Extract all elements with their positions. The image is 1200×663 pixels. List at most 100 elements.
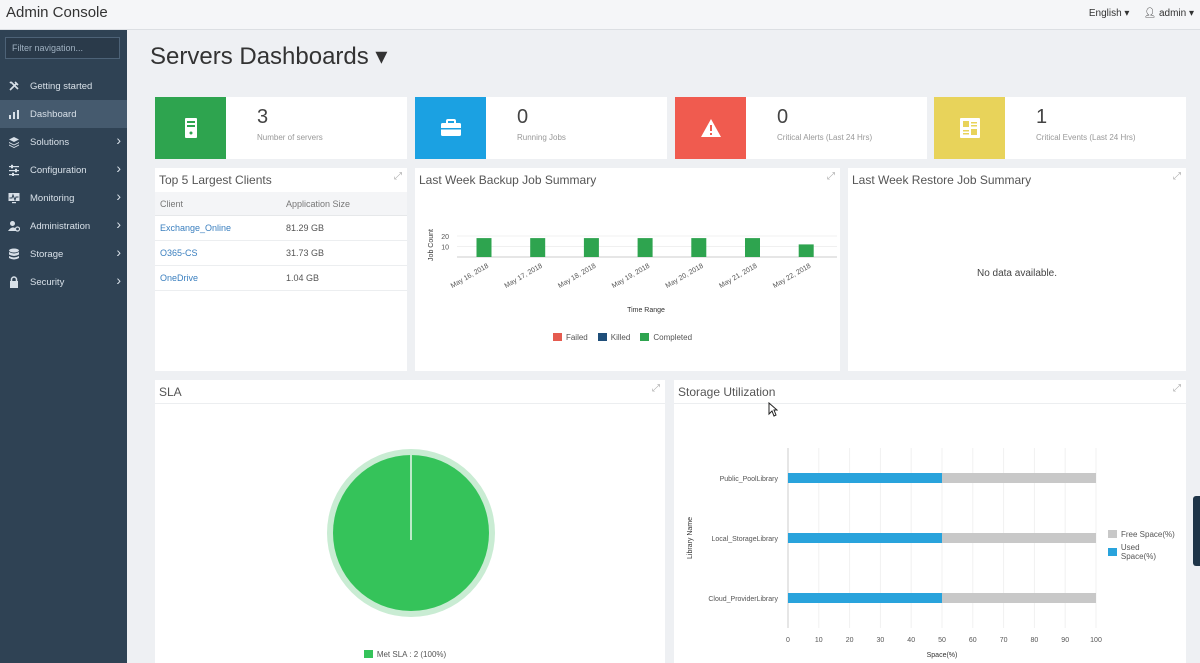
bar-completed[interactable] bbox=[476, 238, 492, 257]
backup-summary-title: Last Week Backup Job Summary bbox=[419, 173, 597, 187]
sidebar-item-label: Security bbox=[30, 276, 65, 288]
sidebar-item-label: Getting started bbox=[30, 80, 93, 92]
server-icon bbox=[155, 97, 226, 159]
chevron-right-icon: › bbox=[116, 216, 121, 232]
x-tick-label: 30 bbox=[877, 637, 885, 644]
no-data-message: No data available. bbox=[976, 268, 1058, 279]
legend-label: Failed bbox=[565, 332, 588, 342]
legend-item-killed[interactable]: Killed bbox=[597, 332, 631, 342]
bar-completed[interactable] bbox=[798, 244, 814, 257]
sidebar-item-label: Monitoring bbox=[30, 192, 75, 204]
x-tick-label: 50 bbox=[938, 637, 946, 644]
mouse-cursor-icon bbox=[768, 402, 778, 417]
sidebar-item-configuration[interactable]: Configuration › bbox=[0, 156, 127, 184]
x-tick-label: 90 bbox=[1061, 637, 1069, 644]
sidebar-item-security[interactable]: Security › bbox=[0, 268, 127, 296]
bar-free-space[interactable] bbox=[942, 533, 1096, 543]
language-selector[interactable]: English ▾ bbox=[1088, 8, 1130, 19]
x-axis-label: Space(%) bbox=[927, 652, 958, 659]
table-header: Client Application Size bbox=[155, 192, 407, 216]
legend-item-failed[interactable]: Failed bbox=[552, 332, 588, 342]
x-tick-label: 60 bbox=[969, 637, 977, 644]
y-tick-label: Cloud_ProviderLibrary bbox=[708, 596, 778, 603]
expand-icon[interactable]: ⤢ bbox=[394, 171, 402, 182]
chevron-right-icon: › bbox=[116, 272, 121, 288]
legend-swatch bbox=[1108, 548, 1117, 556]
servers-count: 3 bbox=[257, 106, 269, 128]
page-title[interactable]: Servers Dashboards ▾ bbox=[150, 43, 388, 70]
stat-card-running-jobs[interactable]: 0 Running Jobs bbox=[415, 97, 667, 159]
bar-used-space[interactable] bbox=[788, 473, 942, 483]
expand-icon[interactable]: ⤢ bbox=[1173, 171, 1181, 182]
expand-icon[interactable]: ⤢ bbox=[652, 383, 660, 394]
legend-item-met-sla[interactable]: Met SLA : 2 (100%) bbox=[363, 650, 446, 659]
y-tick-label: Local_StorageLibrary bbox=[711, 536, 778, 543]
sidebar-item-monitoring[interactable]: Monitoring › bbox=[0, 184, 127, 212]
column-header-size[interactable]: Application Size bbox=[286, 198, 351, 209]
bar-completed[interactable] bbox=[637, 238, 653, 257]
legend-label: Killed bbox=[610, 332, 631, 342]
sla-title: SLA bbox=[159, 385, 182, 399]
bar-used-space[interactable] bbox=[788, 533, 942, 543]
legend-swatch bbox=[597, 333, 607, 341]
stat-card-servers[interactable]: 3 Number of servers bbox=[155, 97, 407, 159]
bar-free-space[interactable] bbox=[942, 593, 1096, 603]
x-tick-label: May 21, 2018 bbox=[718, 263, 758, 290]
side-drawer-handle[interactable] bbox=[1193, 496, 1200, 566]
sla-pie-chart bbox=[327, 449, 495, 617]
restore-summary-panel: Last Week Restore Job Summary ⤢ No data … bbox=[848, 168, 1186, 371]
expand-icon[interactable]: ⤢ bbox=[1173, 383, 1181, 394]
x-tick-label: 20 bbox=[846, 637, 854, 644]
sidebar-item-solutions[interactable]: Solutions › bbox=[0, 128, 127, 156]
sidebar-item-administration[interactable]: Administration › bbox=[0, 212, 127, 240]
bar-completed[interactable] bbox=[745, 238, 760, 257]
client-size: 31.73 GB bbox=[286, 248, 325, 258]
client-link[interactable]: O365-CS bbox=[160, 248, 198, 258]
sidebar-item-storage[interactable]: Storage › bbox=[0, 240, 127, 268]
bar-completed[interactable] bbox=[691, 238, 707, 257]
critical-events-count: 1 bbox=[1036, 106, 1048, 128]
user-name: admin ▾ bbox=[1158, 8, 1194, 19]
x-tick-label: 70 bbox=[1000, 637, 1008, 644]
dashboard-icon bbox=[7, 107, 21, 121]
table-row: Exchange_Online 81.29 GB bbox=[155, 216, 407, 241]
top-right-menu: English ▾ 👤︎ admin ▾ bbox=[1089, 8, 1194, 19]
bar-completed[interactable] bbox=[530, 238, 546, 257]
legend-label: Completed bbox=[653, 332, 693, 342]
storage-legend: Free Space(%) Used Space(%) bbox=[1108, 525, 1186, 564]
backup-legend: Failed Killed Completed bbox=[415, 328, 840, 346]
x-tick-label: 0 bbox=[786, 637, 790, 644]
stat-card-critical-alerts[interactable]: 0 Critical Alerts (Last 24 Hrs) bbox=[675, 97, 927, 159]
legend-item-used-space[interactable]: Used Space(%) bbox=[1108, 543, 1176, 561]
client-link[interactable]: Exchange_Online bbox=[160, 223, 232, 233]
clients-table: Client Application Size Exchange_Online … bbox=[155, 192, 407, 291]
legend-item-completed[interactable]: Completed bbox=[640, 333, 692, 342]
sidebar-item-dashboard[interactable]: Dashboard bbox=[0, 100, 127, 128]
backup-summary-panel: Last Week Backup Job Summary ⤢ 10 20 Job C… bbox=[415, 168, 840, 371]
y-tick-label: Public_PoolLibrary bbox=[720, 476, 779, 483]
user-menu[interactable]: 👤︎ admin ▾ bbox=[1143, 8, 1194, 19]
y-axis-label: Library Name bbox=[687, 517, 694, 559]
chevron-right-icon: › bbox=[116, 160, 121, 176]
critical-alerts-count: 0 bbox=[777, 106, 789, 128]
storage-title: Storage Utilization bbox=[678, 385, 776, 399]
sidebar-item-getting-started[interactable]: Getting started bbox=[0, 72, 127, 100]
bar-free-space[interactable] bbox=[942, 473, 1096, 483]
filter-navigation-input[interactable] bbox=[5, 37, 120, 59]
storage-chart: 0 10 20 30 40 50 60 70 80 90 100 Public_PoolLibrary… bbox=[687, 448, 1102, 659]
stat-card-critical-events[interactable]: 1 Critical Events (Last 24 Hrs) bbox=[934, 97, 1186, 159]
client-size: 81.29 GB bbox=[286, 223, 325, 233]
bar-completed[interactable] bbox=[583, 238, 599, 257]
expand-icon[interactable]: ⤢ bbox=[827, 171, 835, 182]
bar-used-space[interactable] bbox=[788, 593, 942, 603]
legend-swatch bbox=[1108, 530, 1117, 538]
sidebar-nav: Getting started Dashboard Solutions › Config… bbox=[0, 72, 127, 296]
lock-icon bbox=[7, 275, 21, 289]
client-link[interactable]: OneDrive bbox=[160, 273, 199, 283]
events-icon bbox=[934, 97, 1005, 159]
sidebar-item-label: Storage bbox=[30, 248, 64, 260]
legend-item-free-space[interactable]: Free Space(%) bbox=[1108, 530, 1175, 539]
sidebar-item-label: Dashboard bbox=[30, 108, 77, 120]
critical-events-label: Critical Events (Last 24 Hrs) bbox=[1036, 133, 1136, 142]
column-header-client[interactable]: Client bbox=[160, 198, 184, 209]
